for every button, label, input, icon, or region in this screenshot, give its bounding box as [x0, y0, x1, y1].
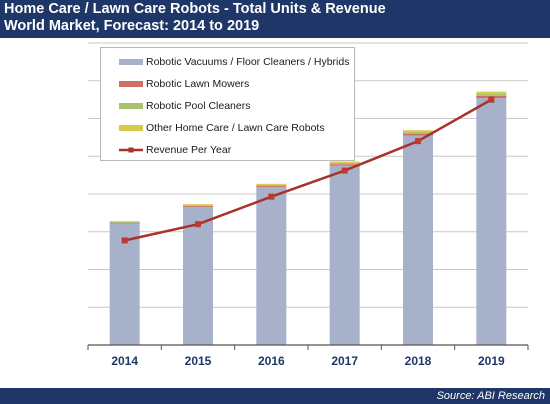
legend-swatch-vacuums — [119, 59, 143, 65]
legend-label-pool-cleaners: Robotic Pool Cleaners — [146, 100, 251, 112]
legend-item-lawn-mowers: Robotic Lawn Mowers — [119, 76, 354, 92]
x-tick-label: 2019 — [478, 354, 505, 368]
x-tick-label: 2016 — [258, 354, 285, 368]
bar-segment-pool-cleaners — [109, 221, 140, 223]
legend-item-other-robots: Other Home Care / Lawn Care Robots — [119, 120, 354, 136]
bar-segment-other — [109, 221, 140, 222]
legend-item-pool-cleaners: Robotic Pool Cleaners — [119, 98, 354, 114]
bar-segment-pool-cleaners — [183, 205, 213, 207]
x-tick-label: 2014 — [111, 354, 138, 368]
revenue-marker — [195, 221, 201, 228]
bar-segment-lawn-mowers — [183, 206, 213, 208]
legend-item-revenue: Revenue Per Year — [119, 142, 354, 158]
chart-subtitle: World Market, Forecast: 2014 to 2019 — [4, 18, 260, 34]
bar-segment-pool-cleaners — [403, 132, 433, 134]
revenue-marker — [268, 193, 275, 200]
chart-title: Home Care / Lawn Care Robots - Total Uni… — [4, 1, 386, 17]
bar-segment-pool-cleaners — [256, 184, 287, 187]
legend-label-lawn-mowers: Robotic Lawn Mowers — [146, 78, 250, 90]
x-tick-label: 2015 — [185, 354, 212, 368]
bar-segment-lawn-mowers — [109, 222, 140, 224]
bar-segment-pool-cleaners — [476, 93, 507, 96]
bar-segment-other — [256, 183, 287, 185]
legend-swatch-revenue — [119, 147, 143, 153]
bar-segment-pool-cleaners — [329, 163, 360, 165]
bar-segment-vacuums — [109, 223, 140, 345]
bar-segment-vacuums — [403, 135, 433, 345]
bar-segment-vacuums — [256, 187, 287, 345]
bar-segment-lawn-mowers — [256, 186, 287, 188]
bar-segment-other — [329, 161, 360, 164]
bar-segment-vacuums — [476, 98, 507, 345]
bar-segment-lawn-mowers — [403, 133, 433, 136]
bar-segment-lawn-mowers — [329, 164, 360, 166]
bar-segment-other — [476, 91, 507, 94]
source-note: Source: ABI Research — [436, 390, 545, 402]
legend-label-other-robots: Other Home Care / Lawn Care Robots — [146, 122, 325, 134]
legend-item-vacuums: Robotic Vacuums / Floor Cleaners / Hybri… — [119, 54, 354, 70]
legend-swatch-pool-cleaners — [119, 103, 143, 109]
bar-segment-vacuums — [183, 207, 213, 345]
legend-label-vacuums: Robotic Vacuums / Floor Cleaners / Hybri… — [146, 56, 350, 68]
revenue-marker — [341, 167, 348, 174]
revenue-marker — [415, 138, 421, 145]
legend-label-revenue: Revenue Per Year — [146, 144, 232, 156]
revenue-marker — [488, 96, 495, 103]
revenue-marker — [121, 237, 128, 244]
revenue-line — [124, 98, 492, 242]
bar-segment-other — [183, 204, 213, 206]
chart-header: Home Care / Lawn Care Robots - Total Uni… — [0, 0, 550, 38]
legend-swatch-lawn-mowers — [119, 81, 143, 87]
chart-legend: Robotic Vacuums / Floor Cleaners / Hybri… — [100, 47, 355, 161]
x-tick-label: 2017 — [331, 354, 358, 368]
legend-swatch-other-robots — [119, 125, 143, 131]
x-tick-label: 2018 — [405, 354, 432, 368]
bar-segment-vacuums — [329, 165, 360, 345]
bar-segment-other — [403, 130, 433, 133]
chart-plot: 2014 2015 2016 2017 2018 2019 — [87, 42, 529, 368]
chart-footer: Source: ABI Research — [0, 388, 550, 404]
